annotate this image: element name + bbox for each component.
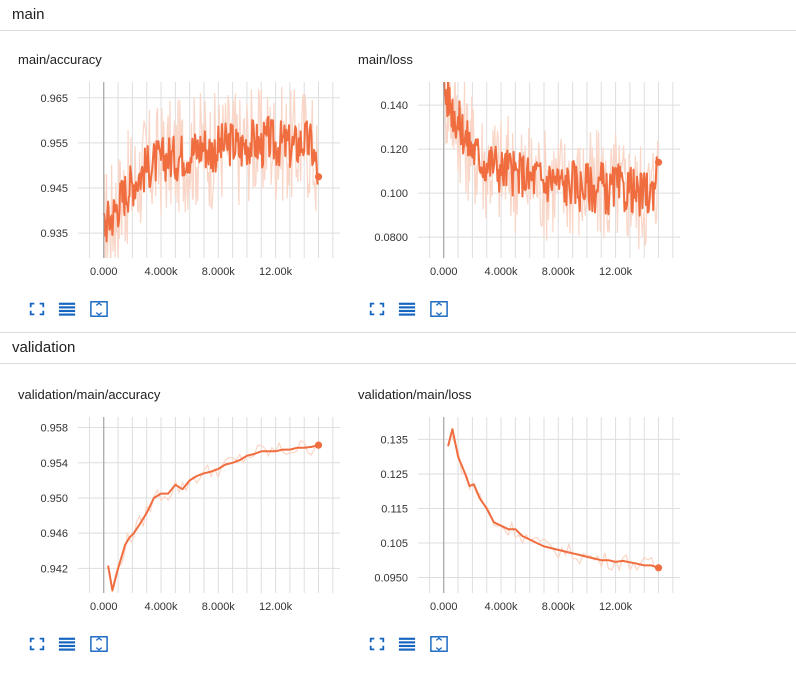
expand-icon[interactable]	[28, 635, 46, 653]
y-tick-label: 0.135	[380, 434, 408, 446]
chart-card-validation-loss: validation/main/loss 0.0950 0.105 0.115 0.1…	[352, 387, 682, 677]
list-icon[interactable]	[398, 300, 416, 318]
smoothed-series-line	[443, 82, 659, 217]
x-tick-label: 8.000k	[202, 266, 236, 278]
raw-series-line	[103, 86, 320, 258]
section-header-validation[interactable]: validation	[0, 332, 796, 364]
raw-series-line	[447, 433, 659, 573]
last-point-marker	[314, 441, 323, 449]
y-tick-label: 0.942	[40, 563, 68, 575]
expand-icon[interactable]	[368, 635, 386, 653]
fit-domain-icon[interactable]	[90, 300, 108, 318]
list-icon[interactable]	[398, 635, 416, 653]
x-tick-label: 12.00k	[599, 601, 633, 613]
y-tick-label: 0.125	[380, 469, 408, 481]
section-header-main[interactable]: main	[0, 0, 796, 31]
y-tick-label: 0.0950	[374, 572, 408, 584]
last-point-marker	[314, 173, 323, 181]
chart-title: main/loss	[358, 52, 413, 67]
y-tick-label: 0.955	[40, 138, 68, 150]
last-point-marker	[654, 158, 663, 166]
y-tick-label: 0.120	[380, 144, 408, 156]
raw-series-line	[107, 440, 319, 593]
x-tick-label: 4.000k	[145, 266, 179, 278]
x-tick-label: 8.000k	[542, 601, 576, 613]
chart-title: validation/main/accuracy	[18, 387, 161, 402]
x-tick-label: 0.000	[90, 266, 118, 278]
chart-plot[interactable]: 0.0950 0.105 0.115 0.125 0.135 0.000 4.000k 8.0…	[352, 407, 682, 627]
smoothed-series-line	[447, 428, 659, 569]
list-icon[interactable]	[58, 635, 76, 653]
x-tick-label: 4.000k	[485, 266, 519, 278]
x-tick-label: 12.00k	[259, 266, 293, 278]
section-title: main	[12, 6, 45, 23]
x-tick-label: 4.000k	[485, 601, 519, 613]
x-tick-label: 8.000k	[202, 601, 236, 613]
y-tick-label: 0.115	[381, 503, 408, 515]
y-tick-label: 0.935	[40, 228, 68, 240]
chart-plot[interactable]: 0.942 0.946 0.950 0.954 0.958 0.000 4.000k 8.00…	[12, 407, 342, 627]
y-tick-label: 0.950	[40, 493, 68, 505]
chart-card-main-loss: main/loss 0.0800 0.100 0.120 0.140 0.000 4.00…	[352, 52, 682, 342]
y-tick-label: 0.945	[40, 183, 68, 195]
chart-plot[interactable]: 0.935 0.945 0.955 0.965 0.000 4.000k 8.000k 12.…	[12, 72, 342, 292]
y-tick-label: 0.105	[380, 538, 408, 550]
y-tick-label: 0.954	[40, 458, 68, 470]
chart-plot[interactable]: 0.0800 0.100 0.120 0.140 0.000 4.000k 8.000k 12…	[352, 72, 682, 292]
chart-title: main/accuracy	[18, 52, 102, 67]
y-tick-label: 0.965	[40, 93, 68, 105]
raw-series-line	[443, 82, 660, 250]
fit-domain-icon[interactable]	[90, 635, 108, 653]
x-tick-label: 0.000	[430, 601, 458, 613]
y-tick-label: 0.958	[40, 423, 68, 435]
x-tick-label: 0.000	[430, 266, 458, 278]
list-icon[interactable]	[58, 300, 76, 318]
x-tick-label: 12.00k	[259, 601, 293, 613]
x-tick-label: 4.000k	[145, 601, 179, 613]
y-tick-label: 0.140	[380, 100, 408, 112]
chart-card-validation-accuracy: validation/main/accuracy 0.942 0.946 0.950…	[12, 387, 342, 677]
y-tick-label: 0.0800	[374, 232, 408, 244]
fit-domain-icon[interactable]	[430, 300, 448, 318]
section-title: validation	[12, 339, 76, 356]
y-tick-label: 0.100	[380, 188, 408, 200]
fit-domain-icon[interactable]	[430, 635, 448, 653]
x-tick-label: 8.000k	[542, 266, 576, 278]
smoothed-series-line	[107, 444, 319, 592]
smoothed-series-line	[102, 115, 319, 243]
chart-card-main-accuracy: main/accuracy 0.935 0.945 0.955 0.965 0.000 4…	[12, 52, 342, 342]
x-tick-label: 12.00k	[599, 266, 633, 278]
chart-title: validation/main/loss	[358, 387, 472, 402]
last-point-marker	[654, 564, 663, 572]
x-tick-label: 0.000	[90, 601, 118, 613]
expand-icon[interactable]	[368, 300, 386, 318]
expand-icon[interactable]	[28, 300, 46, 318]
y-tick-label: 0.946	[40, 528, 68, 540]
